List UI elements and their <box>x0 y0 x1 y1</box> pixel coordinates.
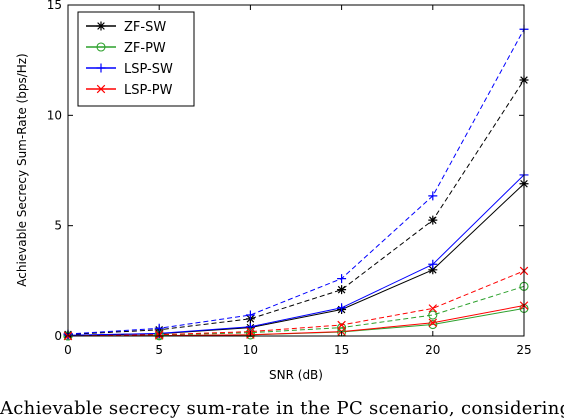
data-point-C-dashed-4 <box>428 191 438 201</box>
x-tick-label-25: 25 <box>516 343 531 357</box>
x-axis-label: SNR (dB) <box>269 368 323 382</box>
legend-marker-A <box>96 21 106 31</box>
series-line-A-solid <box>67 183 525 337</box>
data-point-C-solid-3-shape <box>337 303 347 313</box>
data-point-A-dashed-4-shape <box>428 215 438 225</box>
x-tick-label-10: 10 <box>243 343 258 357</box>
series-line-A-dashed <box>67 79 525 335</box>
series-line-C-dashed <box>67 29 525 335</box>
x-tick-label-0: 0 <box>64 343 72 357</box>
legend-marker-C <box>96 63 106 73</box>
x-tick-label-5: 5 <box>155 343 163 357</box>
data-point-C-solid-2-shape <box>245 322 255 332</box>
y-tick-label-5: 5 <box>54 219 62 233</box>
data-point-D-dashed-3-shape <box>337 320 346 330</box>
data-point-C-dashed-4-shape <box>428 191 438 201</box>
data-point-C-solid-2 <box>245 322 255 332</box>
data-point-C-dashed-2-shape <box>245 310 255 320</box>
data-point-C-dashed-3 <box>337 274 347 284</box>
legend-marker-D <box>96 84 106 94</box>
plot-frame <box>67 4 525 337</box>
data-point-B-solid-4 <box>428 319 438 330</box>
series-line-B-solid <box>67 307 525 337</box>
data-point-A-dashed-4 <box>428 215 438 225</box>
data-point-B-dashed-2-shape <box>245 328 255 338</box>
data-point-D-solid-4-shape <box>428 318 438 327</box>
legend-marker-B-shape <box>96 42 106 52</box>
data-point-C-solid-4 <box>428 259 438 269</box>
legend-label-B: ZF-PW <box>124 41 166 56</box>
data-point-C-dashed-3-shape <box>337 274 347 284</box>
data-point-B-solid-4-shape <box>428 319 438 330</box>
data-point-C-dashed-2 <box>245 310 255 320</box>
data-point-B-dashed-2 <box>245 328 255 338</box>
data-point-A-dashed-3 <box>337 285 347 295</box>
legend-marker-C-shape <box>96 63 106 73</box>
data-point-A-solid-4-shape <box>428 265 438 275</box>
data-point-D-dashed-3 <box>337 320 346 330</box>
y-tick-label-15: 15 <box>47 0 62 12</box>
legend: ZF-SW ZF-PW LSP-SW LSP-PW <box>77 11 195 107</box>
legend-marker-A-shape <box>96 21 106 31</box>
legend-label-C: LSP-SW <box>124 62 173 77</box>
data-point-B-dashed-4-shape <box>428 310 438 320</box>
y-tick-label-10: 10 <box>47 108 62 122</box>
figure-caption: Achievable secrecy sum-rate in the PC sc… <box>0 398 564 419</box>
axis-ticks: 0 5 10 15 20 25 0 5 10 15 <box>47 0 532 357</box>
legend-box <box>77 11 195 107</box>
data-point-D-dashed-4 <box>428 304 438 313</box>
y-axis-label: Achievable Secrecy Sum-Rate (bps/Hz) <box>15 53 29 286</box>
data-point-A-solid-4 <box>428 265 438 275</box>
data-point-B-dashed-4 <box>428 310 438 320</box>
x-tick-label-20: 20 <box>425 343 440 357</box>
legend-marker-B <box>96 42 106 52</box>
legend-marker-D-shape <box>96 84 106 94</box>
x-tick-label-15: 15 <box>334 343 349 357</box>
series-line-C-solid <box>67 174 525 336</box>
legend-label-D: LSP-PW <box>124 83 173 98</box>
data-point-D-dashed-4-shape <box>428 304 438 313</box>
legend-label-A: ZF-SW <box>124 20 166 35</box>
series-line-D-dashed <box>67 270 525 337</box>
data-point-C-solid-3 <box>337 303 347 313</box>
data-point-C-solid-4-shape <box>428 259 438 269</box>
y-tick-label-0: 0 <box>54 329 62 343</box>
data-point-D-solid-4 <box>428 318 438 327</box>
data-point-A-dashed-3-shape <box>337 285 347 295</box>
